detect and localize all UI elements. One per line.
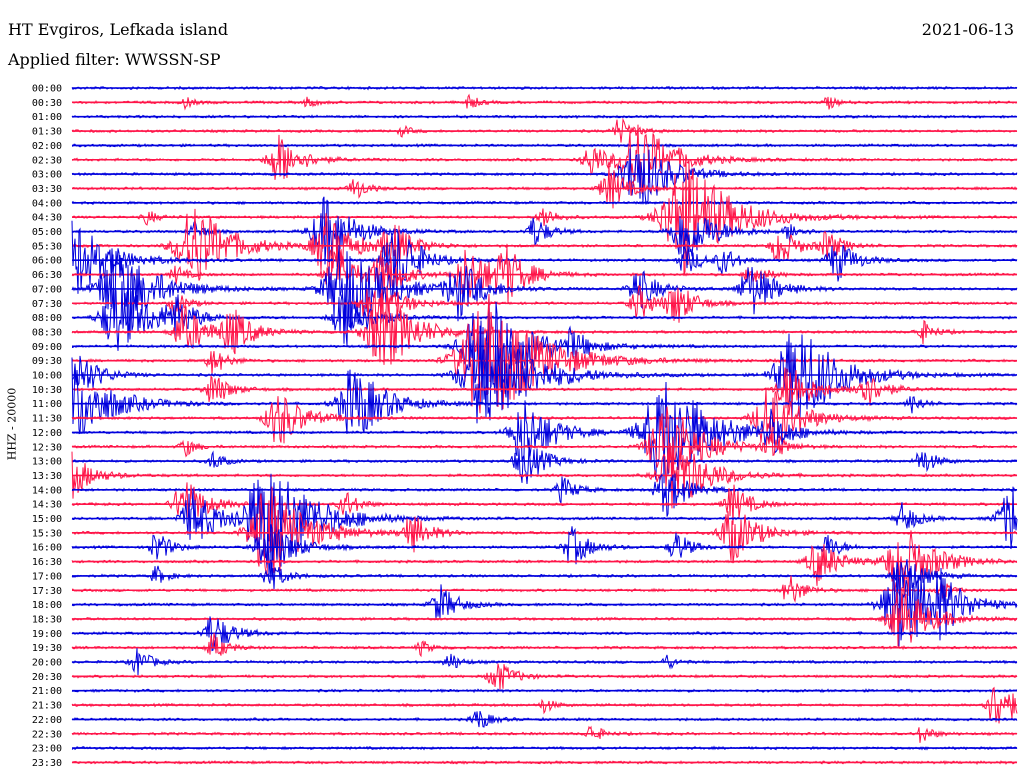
row-time-label: 19:00 (32, 629, 62, 640)
row-time-label: 04:00 (32, 198, 62, 209)
row-time-label: 17:00 (32, 571, 62, 582)
row-time-label: 23:30 (32, 758, 62, 769)
row-time-label: 10:00 (32, 371, 62, 382)
row-time-label: 21:30 (32, 701, 62, 712)
row-time-label: 18:30 (32, 614, 62, 625)
row-time-label: 08:00 (32, 313, 62, 324)
row-time-label: 00:30 (32, 98, 62, 109)
row-time-label: 09:30 (32, 356, 62, 367)
filter-label: Applied filter: WWSSN-SP (8, 50, 221, 69)
row-time-label: 15:00 (32, 514, 62, 525)
trace-line (71, 285, 1018, 333)
trace-line (71, 530, 1018, 597)
row-time-label: 06:00 (32, 256, 62, 267)
row-time-label: 11:00 (32, 399, 62, 410)
row-time-label: 23:00 (32, 744, 62, 755)
row-time-label: 04:30 (32, 213, 62, 224)
row-time-label: 22:30 (32, 729, 62, 740)
row-time-label: 06:30 (32, 270, 62, 281)
row-time-label: 05:00 (32, 227, 62, 238)
row-time-label: 20:00 (32, 658, 62, 669)
row-time-label: 10:30 (32, 385, 62, 396)
row-time-label: 07:30 (32, 299, 62, 310)
row-time-label: 19:30 (32, 643, 62, 654)
row-time-label: 22:00 (32, 715, 62, 726)
row-time-label: 07:00 (32, 284, 62, 295)
trace-line (71, 575, 1018, 603)
row-time-label: 09:00 (32, 342, 62, 353)
row-time-label: 16:30 (32, 557, 62, 568)
row-time-label: 01:00 (32, 112, 62, 123)
trace-line (71, 446, 1018, 484)
row-time-label: 02:00 (32, 141, 62, 152)
row-time-label: 15:30 (32, 528, 62, 539)
row-time-label: 08:30 (32, 327, 62, 338)
row-time-label: 16:00 (32, 543, 62, 554)
trace-line (71, 725, 1018, 743)
row-time-label: 00:00 (32, 84, 62, 95)
trace-line (71, 148, 1018, 205)
row-time-label: 12:30 (32, 442, 62, 453)
row-time-label: 03:30 (32, 184, 62, 195)
trace-line (71, 632, 1018, 658)
row-time-label: 18:00 (32, 600, 62, 611)
row-time-label: 14:00 (32, 485, 62, 496)
row-time-label: 17:30 (32, 586, 62, 597)
row-time-label: 01:30 (32, 127, 62, 138)
row-time-label: 12:00 (32, 428, 62, 439)
row-time-label: 13:30 (32, 471, 62, 482)
row-time-label: 05:30 (32, 241, 62, 252)
trace-line (71, 524, 1018, 575)
trace-line (71, 482, 1018, 525)
row-time-label: 13:00 (32, 457, 62, 468)
row-time-label: 21:00 (32, 686, 62, 697)
row-time-label: 03:00 (32, 170, 62, 181)
row-time-label: 20:30 (32, 672, 62, 683)
date-label: 2021-06-13 (921, 20, 1014, 39)
row-time-label: 14:30 (32, 500, 62, 511)
trace-line (71, 320, 1018, 424)
row-time-label: 11:30 (32, 414, 62, 425)
row-time-label: 02:30 (32, 155, 62, 166)
station-title: HT Evgiros, Lefkada island (8, 20, 229, 39)
